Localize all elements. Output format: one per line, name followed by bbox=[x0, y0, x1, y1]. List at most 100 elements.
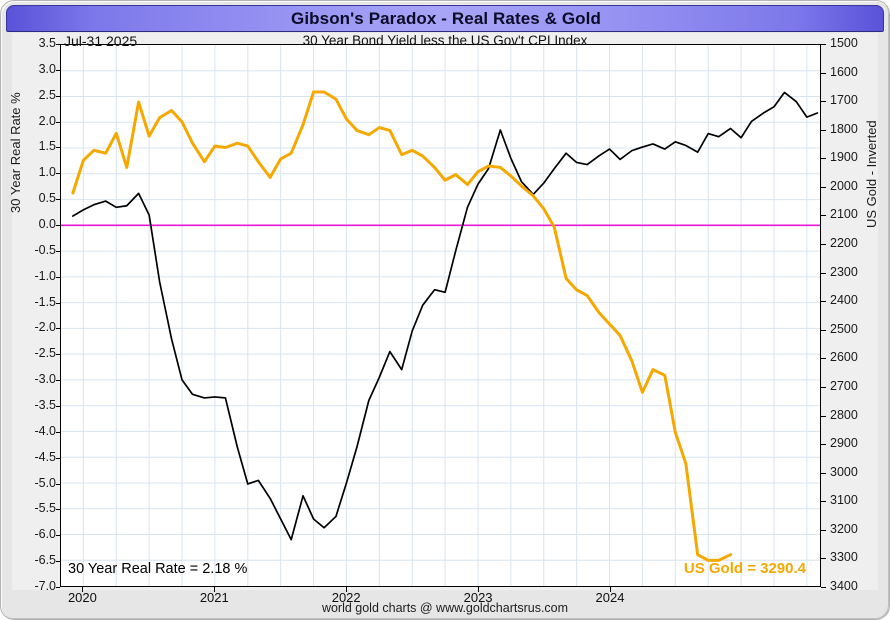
x-tick-label: 2022 bbox=[331, 590, 361, 605]
y-tick-mark-right bbox=[821, 472, 826, 474]
y-tick-mark-left bbox=[56, 302, 60, 304]
y-tick-label-right: 1600 bbox=[830, 64, 858, 79]
y-tick-label-left: 3.5 bbox=[38, 36, 56, 50]
y-tick-mark-right bbox=[821, 158, 826, 160]
plot-area bbox=[60, 44, 821, 587]
y-tick-mark-left bbox=[56, 587, 60, 588]
y-tick-label-left: -0.5 bbox=[34, 242, 56, 257]
y-tick-mark-right bbox=[821, 244, 826, 246]
y-tick-mark-left bbox=[56, 69, 60, 71]
y-tick-mark-right bbox=[821, 529, 826, 531]
date-stamp: Jul-31 2025 bbox=[64, 33, 138, 49]
y-tick-label-right: 2700 bbox=[830, 378, 858, 393]
window-titlebar: Gibson's Paradox - Real Rates & Gold bbox=[6, 5, 884, 32]
y-tick-mark-left bbox=[56, 535, 60, 537]
y-tick-mark-left bbox=[56, 406, 60, 407]
y-tick-mark-right bbox=[821, 386, 826, 388]
y-tick-label-left: -1.0 bbox=[34, 268, 56, 283]
data-layer bbox=[61, 90, 820, 562]
y-tick-mark-left bbox=[56, 509, 60, 511]
y-tick-label-right: 3100 bbox=[830, 493, 858, 508]
y-tick-mark-right bbox=[821, 587, 826, 588]
y-tick-mark-left bbox=[56, 561, 60, 563]
x-tick-mark bbox=[214, 587, 216, 592]
x-tick-label: 2020 bbox=[67, 590, 97, 605]
y-tick-label-left: 1.0 bbox=[38, 165, 56, 180]
y-tick-mark-left bbox=[56, 44, 60, 45]
y-tick-mark-right bbox=[821, 301, 826, 303]
y-tick-label-right: 1900 bbox=[830, 150, 858, 165]
y-tick-mark-left bbox=[56, 173, 60, 175]
y-tick-mark-left bbox=[56, 95, 60, 97]
y-tick-mark-right bbox=[821, 186, 826, 188]
y-tick-label-left: -4.0 bbox=[34, 423, 56, 438]
y-tick-label-left: -5.5 bbox=[34, 501, 56, 516]
y-tick-label-left: -1.5 bbox=[34, 294, 56, 309]
y-tick-label-right: 2500 bbox=[830, 321, 858, 336]
y-tick-label-right: 3300 bbox=[830, 550, 858, 565]
x-tick-mark bbox=[346, 587, 348, 592]
y-tick-label-left: 2.0 bbox=[38, 113, 56, 128]
y-tick-label-left: 3.0 bbox=[38, 61, 56, 76]
y-tick-label-right: 2900 bbox=[830, 436, 858, 451]
y-tick-mark-right bbox=[821, 415, 826, 417]
chart-panel: 30 Year Real Rate % US Gold - Inverted 3… bbox=[8, 33, 879, 593]
y-tick-mark-left bbox=[56, 225, 60, 226]
y-tick-label-left: 2.5 bbox=[38, 87, 56, 102]
y-tick-mark-left bbox=[56, 199, 60, 201]
y-tick-label-right: 2400 bbox=[830, 293, 858, 308]
y-tick-label-left: -2.5 bbox=[34, 346, 56, 361]
y-tick-label-right: 2100 bbox=[830, 207, 858, 222]
y-tick-label-left: -5.0 bbox=[34, 475, 56, 490]
y-tick-mark-left bbox=[56, 457, 60, 459]
y-tick-mark-right bbox=[821, 558, 826, 560]
y-tick-mark-left bbox=[56, 250, 60, 252]
y-tick-label-right: 1700 bbox=[830, 93, 858, 108]
y-tick-mark-right bbox=[821, 44, 826, 45]
y-tick-label-left: -3.0 bbox=[34, 372, 56, 387]
y-tick-mark-left bbox=[56, 147, 60, 149]
legend-real-rate: 30 Year Real Rate = 2.18 % bbox=[68, 561, 248, 577]
y-tick-label-right: 1500 bbox=[830, 36, 858, 50]
y-tick-label-left: -6.0 bbox=[34, 527, 56, 542]
y-tick-label-left: -2.0 bbox=[34, 320, 56, 335]
y-tick-mark-right bbox=[821, 215, 826, 217]
y-tick-mark-left bbox=[56, 328, 60, 330]
window-title: Gibson's Paradox - Real Rates & Gold bbox=[291, 9, 601, 28]
y-tick-mark-left bbox=[56, 121, 60, 123]
y-tick-mark-left bbox=[56, 380, 60, 382]
y-tick-mark-left bbox=[56, 276, 60, 278]
y-tick-label-right: 2000 bbox=[830, 178, 858, 193]
y-tick-mark-right bbox=[821, 129, 826, 131]
x-tick-label: 2023 bbox=[463, 590, 493, 605]
y-tick-label-right: 3200 bbox=[830, 521, 858, 536]
y-tick-mark-left bbox=[56, 431, 60, 433]
y-tick-label-right: 2200 bbox=[830, 236, 858, 251]
y-tick-label-left: -3.5 bbox=[34, 398, 56, 412]
y-tick-label-right: 3000 bbox=[830, 464, 858, 479]
x-tick-mark bbox=[82, 587, 84, 592]
y-tick-label-left: 0.5 bbox=[38, 191, 56, 206]
y-tick-mark-right bbox=[821, 501, 826, 503]
legend-gold: US Gold = 3290.4 bbox=[683, 560, 806, 577]
y-tick-label-left: -6.5 bbox=[34, 553, 56, 568]
y-tick-label-right: 2600 bbox=[830, 350, 858, 365]
x-tick-mark bbox=[478, 587, 480, 592]
y-tick-mark-right bbox=[821, 444, 826, 446]
y-tick-mark-right bbox=[821, 358, 826, 360]
y-tick-label-right: 2800 bbox=[830, 407, 858, 422]
y-tick-label-left: 0.0 bbox=[38, 217, 56, 231]
x-tick-label: 2021 bbox=[199, 590, 229, 605]
y-tick-label-right: 1800 bbox=[830, 121, 858, 136]
footer-credit: world gold charts @ www.goldchartsrus.co… bbox=[321, 601, 569, 615]
y-tick-label-left: 1.5 bbox=[38, 139, 56, 154]
y-tick-label-right: 2300 bbox=[830, 264, 858, 279]
y-tick-label-right: 3400 bbox=[830, 579, 858, 593]
y-tick-mark-right bbox=[821, 101, 826, 103]
y-tick-mark-right bbox=[821, 329, 826, 331]
x-tick-label: 2024 bbox=[595, 590, 625, 605]
y-tick-label-left: -7.0 bbox=[34, 579, 56, 593]
chart-subtitle: 30 Year Bond Yield less the US Gov't CPI… bbox=[302, 33, 588, 48]
y-tick-mark-right bbox=[821, 72, 826, 74]
x-tick-mark bbox=[609, 587, 611, 592]
